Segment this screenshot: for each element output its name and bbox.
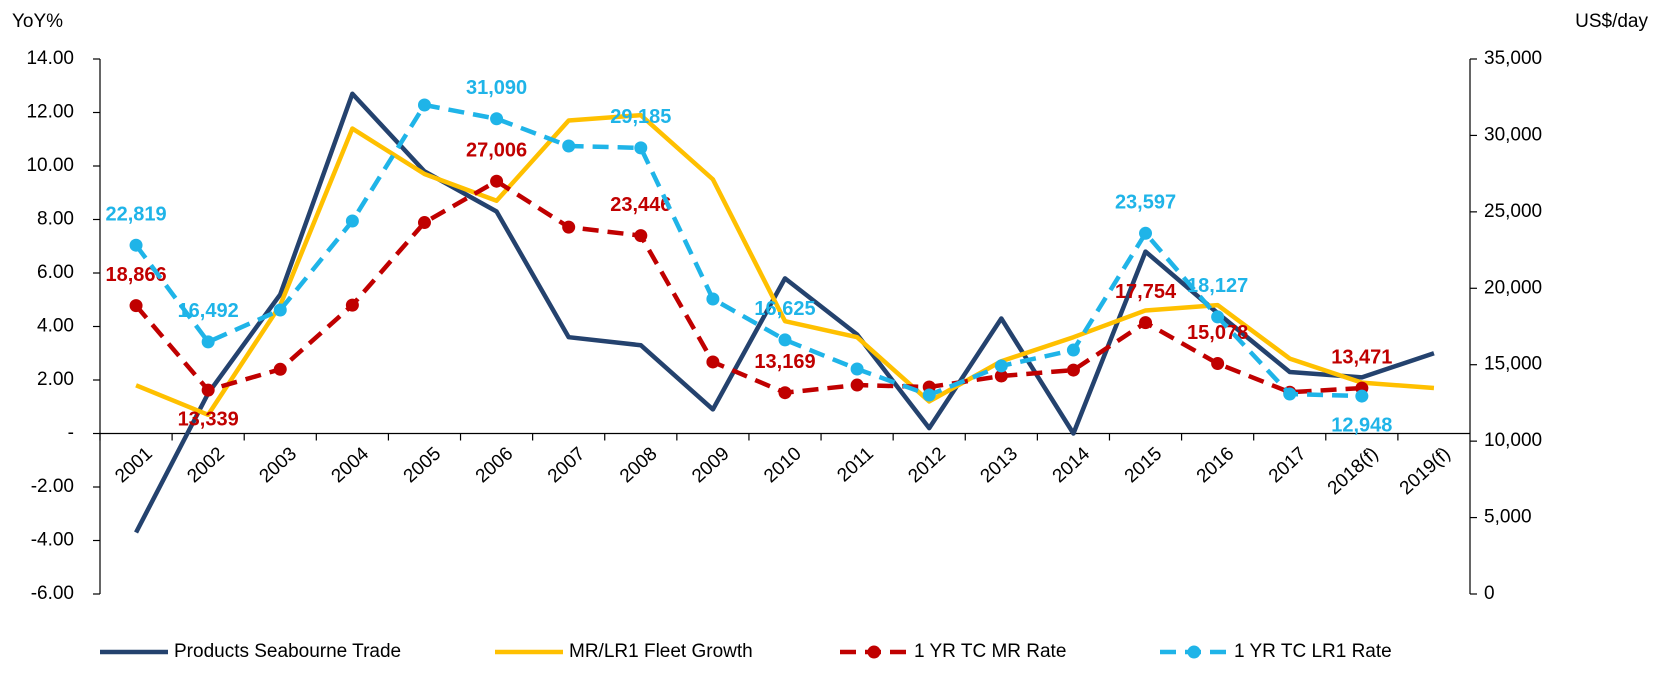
- point: [778, 386, 792, 400]
- y-tick-label: -2.00: [31, 476, 74, 497]
- series-line: [135, 112, 1435, 418]
- y2-tick-label: 35,000: [1484, 48, 1542, 69]
- legend-label: 1 YR TC LR1 Rate: [1234, 641, 1392, 662]
- x-tick-label: 2004: [328, 443, 374, 487]
- x-tick-label: 2005: [400, 443, 445, 487]
- data-label: 13,169: [754, 351, 815, 373]
- point: [850, 378, 864, 392]
- x-tick-label: 2018(f): [1324, 443, 1383, 499]
- x-tick-label: 2006: [472, 443, 517, 487]
- x-tick-label: 2014: [1049, 443, 1095, 487]
- point: [1066, 363, 1080, 377]
- y-tick-label: -: [68, 423, 74, 444]
- legend-label: 1 YR TC MR Rate: [914, 641, 1066, 662]
- data-label: 29,185: [610, 106, 671, 128]
- point: [490, 174, 504, 188]
- x-tick-label: 2011: [833, 443, 877, 486]
- x-tick-label: 2003: [255, 443, 300, 487]
- point: [634, 141, 648, 155]
- point: [850, 362, 864, 376]
- point: [1355, 389, 1369, 403]
- point: [994, 369, 1008, 383]
- point: [345, 214, 359, 228]
- x-tick-label: 2007: [544, 443, 589, 487]
- y-tick-label: 10.00: [26, 155, 74, 176]
- legend-label: Products Seabourne Trade: [174, 641, 401, 662]
- data-label: 13,471: [1331, 346, 1392, 368]
- y-tick-label: -4.00: [31, 530, 74, 551]
- data-label: 12,948: [1331, 414, 1392, 436]
- point: [1139, 316, 1153, 330]
- point: [1283, 387, 1297, 401]
- data-label: 17,754: [1115, 281, 1177, 303]
- x-tick-label: 2017: [1265, 443, 1310, 487]
- x-tick-label: 2019(f): [1396, 443, 1455, 499]
- point: [201, 383, 215, 397]
- y2-tick-label: 15,000: [1484, 354, 1542, 375]
- point: [417, 98, 431, 112]
- x-tick-label: 2010: [760, 443, 805, 487]
- y-tick-label: 4.00: [37, 316, 74, 337]
- point: [562, 139, 576, 153]
- point: [129, 238, 143, 252]
- y2-tick-label: 20,000: [1484, 277, 1542, 298]
- y2-tick-label: 0: [1484, 583, 1495, 604]
- y-tick-label: -6.00: [31, 583, 74, 604]
- legend-marker: [1187, 645, 1201, 659]
- data-label: 31,090: [466, 77, 527, 99]
- data-label: 15,078: [1187, 322, 1248, 344]
- legend-marker: [867, 645, 881, 659]
- point: [1211, 357, 1225, 371]
- legend-label: MR/LR1 Fleet Growth: [569, 641, 753, 662]
- y2-tick-label: 25,000: [1484, 201, 1542, 222]
- y-tick-label: 14.00: [26, 48, 74, 69]
- point: [129, 299, 143, 313]
- y2-axis-label: US$/day: [1575, 11, 1648, 32]
- y2-tick-label: 30,000: [1484, 124, 1542, 145]
- point: [273, 303, 287, 317]
- data-label: 27,006: [466, 139, 527, 161]
- x-tick-label: 2015: [1121, 443, 1166, 487]
- data-label: 18,127: [1187, 275, 1248, 297]
- y2-tick-label: 5,000: [1484, 507, 1532, 528]
- point: [562, 220, 576, 234]
- data-label: 13,339: [178, 408, 239, 430]
- x-tick-label: 2008: [616, 443, 661, 487]
- point: [490, 112, 504, 126]
- point: [994, 359, 1008, 373]
- point: [922, 388, 936, 402]
- data-label: 23,446: [610, 194, 671, 216]
- point: [1139, 226, 1153, 240]
- data-label: 16,625: [754, 298, 815, 320]
- point: [1211, 310, 1225, 324]
- y-tick-label: 2.00: [37, 369, 74, 390]
- x-tick-label: 2016: [1193, 443, 1238, 487]
- point: [345, 298, 359, 312]
- x-tick-label: 2013: [977, 443, 1022, 487]
- point: [273, 362, 287, 376]
- data-label: 23,597: [1115, 192, 1176, 214]
- series-line: [134, 102, 1362, 399]
- point: [1066, 343, 1080, 357]
- point: [778, 333, 792, 347]
- x-tick-label: 2001: [111, 443, 156, 487]
- data-label: 16,492: [178, 300, 239, 322]
- point: [201, 335, 215, 349]
- x-tick-label: 2002: [183, 443, 228, 487]
- point: [634, 229, 648, 243]
- point: [706, 292, 720, 306]
- x-tick-label: 2012: [904, 443, 949, 487]
- point: [706, 355, 720, 369]
- y-axis-label: YoY%: [12, 11, 63, 32]
- y-tick-label: 8.00: [37, 209, 74, 230]
- data-label: 22,819: [105, 203, 166, 225]
- point: [417, 216, 431, 230]
- x-tick-label: 2009: [688, 443, 733, 487]
- y2-tick-label: 10,000: [1484, 430, 1542, 451]
- y-tick-label: 12.00: [26, 102, 74, 123]
- y-tick-label: 6.00: [37, 262, 74, 283]
